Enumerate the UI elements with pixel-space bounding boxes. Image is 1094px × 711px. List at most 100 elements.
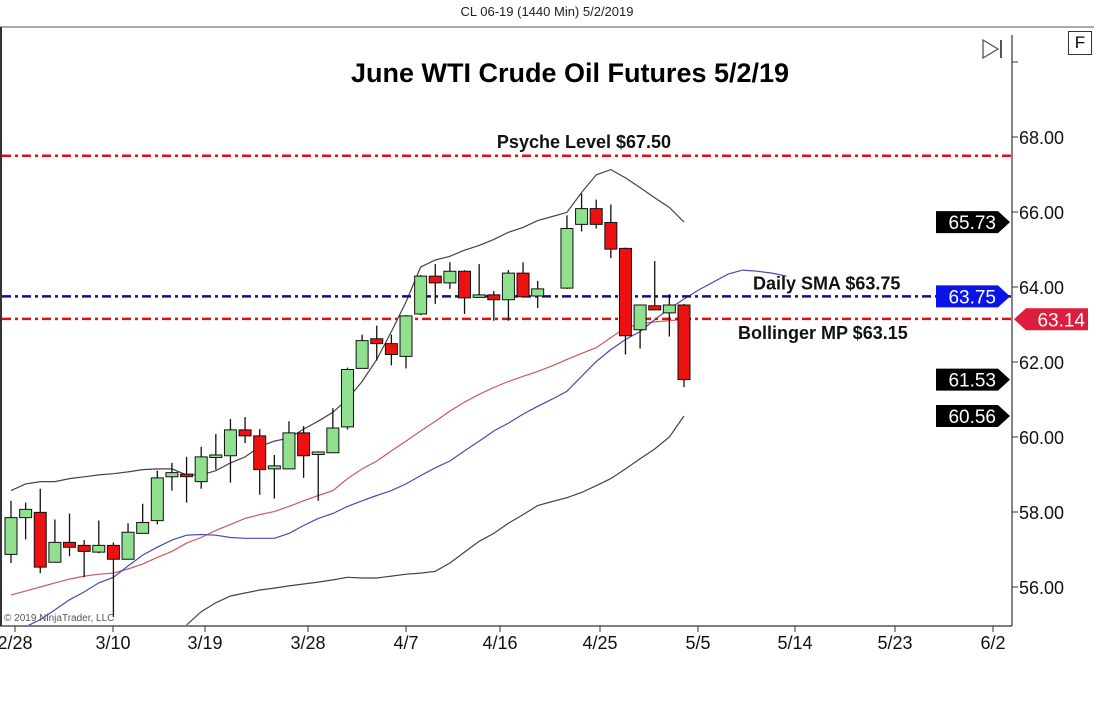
- x-tick-label: 3/10: [95, 633, 130, 653]
- candle: [589, 199, 603, 229]
- x-tick-label: 4/7: [393, 633, 418, 653]
- candle-body-up: [48, 541, 62, 563]
- candle-body-up: [399, 315, 413, 357]
- candle-body-up: [282, 432, 296, 470]
- price-tag: 63.14: [1014, 308, 1088, 331]
- candle: [180, 456, 194, 503]
- level-label: Daily SMA $63.75: [753, 273, 900, 293]
- x-tick-label: 3/28: [290, 633, 325, 653]
- candle: [194, 446, 208, 489]
- candle: [19, 502, 33, 540]
- candle-body-up: [355, 340, 369, 369]
- x-tick-label: 3/19: [187, 633, 222, 653]
- candle-body-up: [19, 508, 33, 519]
- price-tag-value: 60.56: [948, 407, 996, 428]
- x-tick-label: 2/28: [0, 633, 33, 653]
- y-tick-label: 62.00: [1019, 353, 1064, 373]
- candle: [399, 315, 413, 369]
- price-tag: 60.56: [936, 405, 1010, 428]
- lower-bollinger-band: [186, 415, 685, 625]
- price-tag-background: [1014, 308, 1088, 331]
- candle: [633, 304, 647, 349]
- price-tag: 65.73: [936, 211, 1010, 234]
- candle-body-up: [267, 465, 281, 470]
- candle-body-up: [209, 454, 223, 458]
- candle-body-down: [33, 511, 47, 568]
- candle: [282, 421, 296, 470]
- candle: [311, 451, 325, 501]
- candle: [33, 488, 47, 574]
- chart-header-title: CL 06-19 (1440 Min) 5/2/2019: [460, 4, 634, 19]
- candle-body-down: [428, 275, 442, 284]
- level-label: Psyche Level $67.50: [497, 132, 671, 152]
- candle-body-down: [487, 294, 501, 301]
- candle: [414, 275, 428, 316]
- price-tag-background: [936, 211, 1010, 234]
- candle-body-down: [106, 544, 120, 560]
- price-tag-background: [936, 368, 1010, 391]
- copyright-text: © 2019 NinjaTrader, LLC: [4, 613, 114, 624]
- y-tick-label: 58.00: [1019, 503, 1064, 523]
- candle: [297, 426, 311, 478]
- candle-body-up: [531, 288, 545, 297]
- price-tag-value: 63.75: [948, 287, 996, 308]
- candle-body-down: [253, 435, 267, 471]
- candle: [48, 519, 62, 563]
- chart-title: June WTI Crude Oil Futures 5/2/19: [351, 58, 789, 88]
- candle-body-up: [501, 272, 515, 301]
- candle: [267, 455, 281, 499]
- candle: [604, 204, 618, 259]
- candle-body-down: [297, 432, 311, 457]
- candle-body-down: [384, 343, 398, 355]
- candle: [662, 294, 676, 337]
- candle-body-up: [194, 456, 208, 483]
- candle-body-up: [165, 472, 179, 478]
- x-tick-label: 4/25: [582, 633, 617, 653]
- candle: [458, 270, 472, 314]
- candle: [106, 542, 120, 617]
- candle: [531, 281, 545, 308]
- skip-to-end-icon[interactable]: [982, 38, 1002, 60]
- x-tick-label: 4/16: [482, 633, 517, 653]
- y-tick-label: 66.00: [1019, 203, 1064, 223]
- candle-body-up: [223, 429, 237, 457]
- candle: [443, 262, 457, 289]
- candle-body-down: [458, 270, 472, 299]
- candle: [575, 193, 589, 232]
- candle-body-down: [677, 304, 691, 381]
- candle: [92, 520, 106, 554]
- candle: [516, 262, 530, 298]
- x-tick-label: 5/23: [877, 633, 912, 653]
- candle-body-up: [472, 294, 486, 298]
- x-tick-label: 5/14: [777, 633, 812, 653]
- candle-body-down: [618, 247, 632, 337]
- candle: [370, 325, 384, 361]
- candle-body-up: [575, 208, 589, 225]
- x-tick-label: 5/5: [685, 633, 710, 653]
- candle: [340, 367, 354, 430]
- y-tick-label: 64.00: [1019, 278, 1064, 298]
- y-tick-label: 68.00: [1019, 128, 1064, 148]
- candle: [648, 261, 662, 311]
- candle: [150, 470, 164, 525]
- candle-body-down: [370, 338, 384, 345]
- candle-body-up: [414, 275, 428, 315]
- level-label: Bollinger MP $63.15: [738, 323, 908, 343]
- candle-body-up: [92, 544, 106, 553]
- candle: [501, 270, 515, 321]
- price-tag-background: [936, 285, 1010, 308]
- y-tick-label: 56.00: [1019, 578, 1064, 598]
- y-tick-label: 60.00: [1019, 428, 1064, 448]
- candle: [326, 408, 340, 454]
- x-tick-label: 6/2: [980, 633, 1005, 653]
- candle-body-up: [150, 477, 164, 522]
- price-tag-background: [936, 405, 1010, 427]
- candle: [209, 434, 223, 470]
- candle: [77, 540, 91, 578]
- candle-body-down: [648, 305, 662, 311]
- candle: [223, 419, 237, 483]
- candle: [355, 334, 369, 369]
- candle-body-up: [4, 517, 18, 555]
- f-button[interactable]: F: [1068, 31, 1092, 55]
